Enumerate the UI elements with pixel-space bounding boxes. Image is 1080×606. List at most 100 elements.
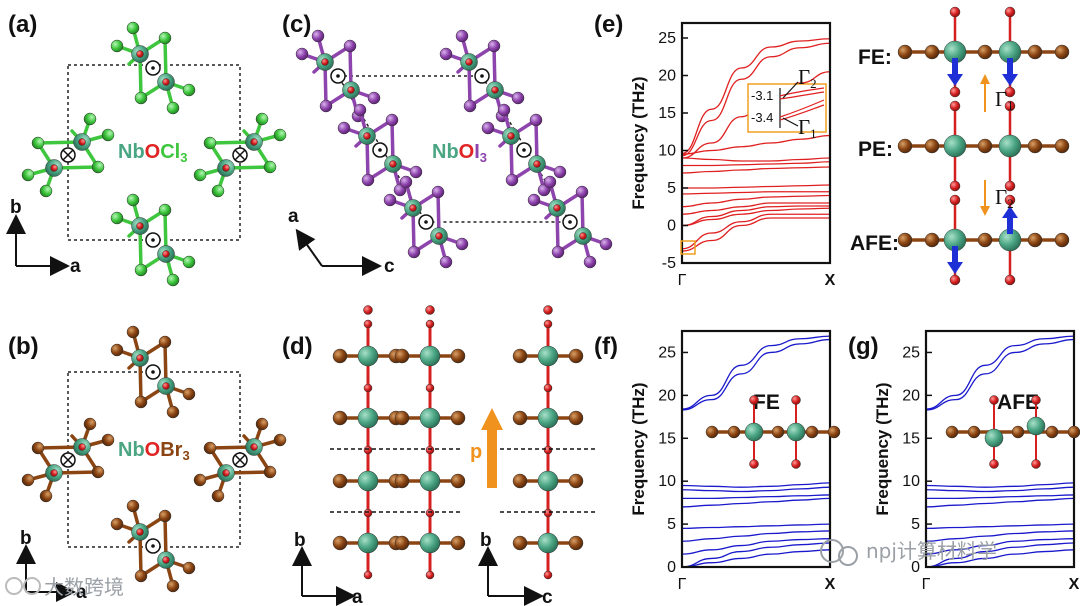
dimer <box>439 29 525 123</box>
dimer <box>21 417 115 503</box>
nb-atom <box>998 134 1022 158</box>
o-atom <box>949 6 961 18</box>
phase-chain <box>897 100 1070 192</box>
halogen-atom <box>255 417 269 431</box>
br-atom <box>332 473 348 489</box>
o-atom <box>222 469 230 477</box>
o-atom <box>1004 6 1016 18</box>
into-plane-cross-icon <box>60 147 76 163</box>
o-atom <box>1004 274 1016 286</box>
molecules-c <box>295 29 613 269</box>
halogen-atom <box>337 121 351 135</box>
dimer <box>110 325 196 419</box>
band-line-6 <box>682 194 830 208</box>
band-line-3 <box>682 207 830 227</box>
band-line-2 <box>682 213 830 250</box>
br-atom <box>1027 44 1043 60</box>
halogen-atom <box>431 185 445 199</box>
chart-g: 0 5 10 15 20 25 Γ X Frequency (THz) AFE <box>873 329 1080 593</box>
halogen-atom <box>91 465 105 479</box>
nb-atom <box>357 532 379 554</box>
band-line-14 <box>682 42 830 157</box>
o-atom <box>1004 194 1016 206</box>
br-atom <box>450 348 466 364</box>
watermark-right: npj计算材料学 <box>820 539 997 566</box>
compound-formula-c: NbOI3 <box>432 141 487 165</box>
panel-b: (b) NbOBr3 b a <box>8 325 287 603</box>
halogen-atom <box>211 184 225 198</box>
o-atom <box>1031 459 1041 469</box>
nb-atom <box>984 428 1004 448</box>
halogen-atom <box>361 173 375 187</box>
halogen-atom <box>497 103 511 117</box>
o-atom <box>949 180 961 192</box>
o-atom <box>425 305 435 315</box>
band-line-3 <box>682 538 830 555</box>
halogen-atom <box>182 561 196 575</box>
halogen-atom <box>39 184 53 198</box>
axes-c: a c <box>288 206 395 277</box>
br-atom <box>332 410 348 426</box>
plot-frame <box>680 21 832 265</box>
halogen-atom <box>110 343 124 357</box>
br-atom <box>977 232 993 248</box>
phase-structures <box>897 6 1070 286</box>
o-atom <box>347 86 355 94</box>
o-atom <box>425 508 435 518</box>
halogen-atom <box>575 185 589 199</box>
br-atom <box>1067 425 1080 439</box>
o-atom <box>791 459 801 469</box>
nb-atom <box>357 345 379 367</box>
transition-gamma1: Γ1 <box>995 87 1014 113</box>
halogen-atom <box>21 168 35 182</box>
o-atom <box>363 570 373 580</box>
y-tick-label: 5 <box>667 516 676 533</box>
halogen-atom <box>263 465 277 479</box>
axis-label-a-c: a <box>288 206 299 227</box>
panel-label-b: (b) <box>8 333 39 360</box>
y-tick-label: 15 <box>902 430 920 447</box>
axis-label-a-a: a <box>70 256 81 277</box>
band-line-4 <box>926 530 1074 542</box>
out-of-plane-dot-icon <box>516 142 532 158</box>
panel-label-e: (e) <box>594 11 623 38</box>
band-line-10 <box>682 338 830 411</box>
br-atom <box>394 410 410 426</box>
phase-chain <box>897 194 1070 286</box>
o-atom <box>363 305 373 315</box>
dimer <box>337 103 423 197</box>
y-tick-label: 25 <box>658 30 676 47</box>
o-atom <box>949 86 961 98</box>
halogen-atom <box>295 47 309 61</box>
halogen-atom <box>311 29 325 43</box>
halogen-atom <box>182 387 196 401</box>
halogen-atom <box>134 263 148 277</box>
halogen-atom <box>158 203 172 217</box>
compound-formula-b: NbOBr3 <box>118 439 190 463</box>
into-plane-cross-icon <box>60 452 76 468</box>
y-tick-label: 5 <box>911 516 920 533</box>
halogen-atom <box>31 441 45 455</box>
br-atom <box>568 348 584 364</box>
o-atom <box>321 58 329 66</box>
axis-label-c-d: c <box>542 587 553 606</box>
x-tick-x: X <box>825 272 836 289</box>
nb-atom <box>1026 416 1046 436</box>
o-atom <box>949 274 961 286</box>
br-atom <box>924 232 940 248</box>
o-atom <box>1004 100 1016 112</box>
o-atom <box>425 570 435 580</box>
axis-label-a-d: a <box>352 587 363 606</box>
y-tick-label: 20 <box>658 68 676 85</box>
displacement-arrow <box>1002 58 1018 86</box>
axes-b: b a <box>15 528 87 603</box>
br-atom <box>727 425 741 439</box>
phase-afe-label: AFE: <box>850 232 899 255</box>
band-line-4 <box>682 205 830 227</box>
o-atom <box>162 250 170 258</box>
x-tick-gamma: Γ <box>678 576 687 593</box>
br-atom <box>512 348 528 364</box>
o-atom <box>1031 395 1041 405</box>
halogen-atom <box>110 39 124 53</box>
